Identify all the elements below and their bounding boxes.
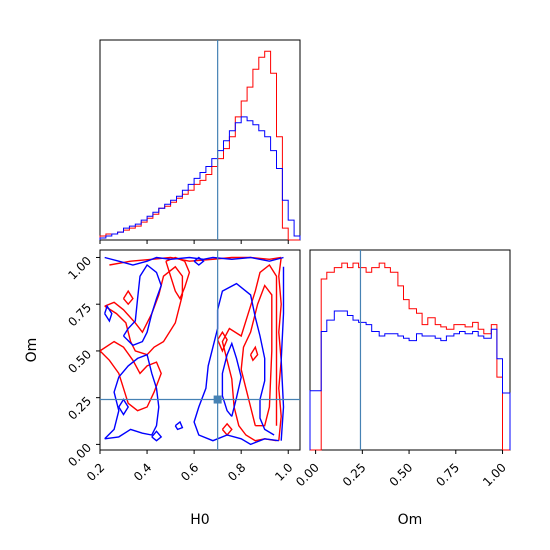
histogram-om-panel: 0.00 0.25 0.50 0.75 1.00 Om [293, 249, 511, 528]
contour-blue-line-10 [193, 256, 205, 266]
contour-red-line-0 [109, 256, 282, 266]
histogram-om-x-ticks: 0.00 0.25 0.50 0.75 1.00 [293, 450, 509, 489]
contour-y-tick-label-2: 0.50 [65, 347, 94, 376]
histogram-h0-step-1 [99, 116, 301, 240]
contour-red-line-1 [278, 257, 282, 441]
contour-x-ticks: 0.2 0.4 0.6 0.8 1.0 [84, 450, 296, 484]
histogram-h0-panel [99, 39, 301, 244]
histogram-om-tick-label-3: 0.75 [433, 460, 462, 489]
contour-blue-line-9 [174, 420, 184, 431]
contour-red-line-2 [221, 263, 278, 442]
contour-blue-line-4 [104, 353, 160, 440]
histogram-om-tick-label-1: 0.25 [340, 460, 369, 489]
x-axis-label-om: Om [398, 512, 423, 528]
histogram-om-tick-label-2: 0.50 [387, 460, 416, 489]
contour-y-tick-label-1: 0.25 [65, 394, 94, 423]
contour-red-line-3 [240, 284, 273, 427]
contour-red-line-7 [221, 422, 233, 437]
x-axis-label-h0: H0 [190, 512, 209, 528]
contour-truth-marker [213, 395, 222, 404]
contour-y-tick-label-0: 0.00 [65, 441, 94, 470]
contour-panel: 0.2 0.4 0.6 0.8 1.0 0.000.250.500.751.00 H0 … [24, 249, 301, 528]
histogram-h0-step-0 [99, 50, 300, 241]
contour-x-tick-label-3: 0.8 [225, 460, 248, 483]
contour-x-tick-label-4: 1.0 [272, 460, 295, 483]
contour-y-tick-label-3: 0.75 [65, 300, 94, 329]
histogram-om-series [309, 262, 511, 451]
contour-blue-line-1 [280, 266, 285, 441]
histogram-h0-frame [99, 39, 301, 241]
contour-y-ticks: 0.00 0.25 0.50 0.75 1.00 [65, 254, 100, 470]
histogram-om-step-0 [310, 262, 510, 451]
contour-frame [99, 249, 301, 451]
contour-blue-line-7 [118, 398, 130, 416]
y-axis-label-om: Om [24, 338, 40, 363]
contour-truth-lines [100, 250, 300, 450]
histogram-h0-ticks [99, 240, 289, 244]
contour-blue-line-8 [151, 430, 163, 442]
histogram-om-tick-label-0: 0.00 [293, 460, 322, 489]
contour-red-line-9 [249, 345, 259, 362]
contour-blue-line-6 [104, 304, 113, 323]
histogram-h0-series [99, 50, 301, 241]
contour-blue-line-3 [221, 341, 242, 417]
contour-red-line-8 [216, 330, 228, 353]
contour-blue-line-0 [104, 256, 284, 266]
contour-lines [100, 256, 285, 446]
histogram-om-tick-label-4: 1.00 [480, 460, 509, 489]
contour-blue-line-5 [122, 263, 162, 347]
contour-red-line-10 [122, 289, 134, 306]
contour-x-tick-label-0: 0.2 [84, 460, 107, 483]
contour-series [100, 256, 285, 446]
histogram-om-step-1 [309, 310, 511, 450]
histogram-om-frame [309, 249, 511, 451]
contour-x-tick-label-2: 0.6 [178, 460, 201, 483]
contour-y-tick-label-4: 1.00 [65, 254, 94, 283]
contour-red-line-5 [100, 340, 162, 412]
contour-x-tick-label-1: 0.4 [131, 460, 154, 483]
